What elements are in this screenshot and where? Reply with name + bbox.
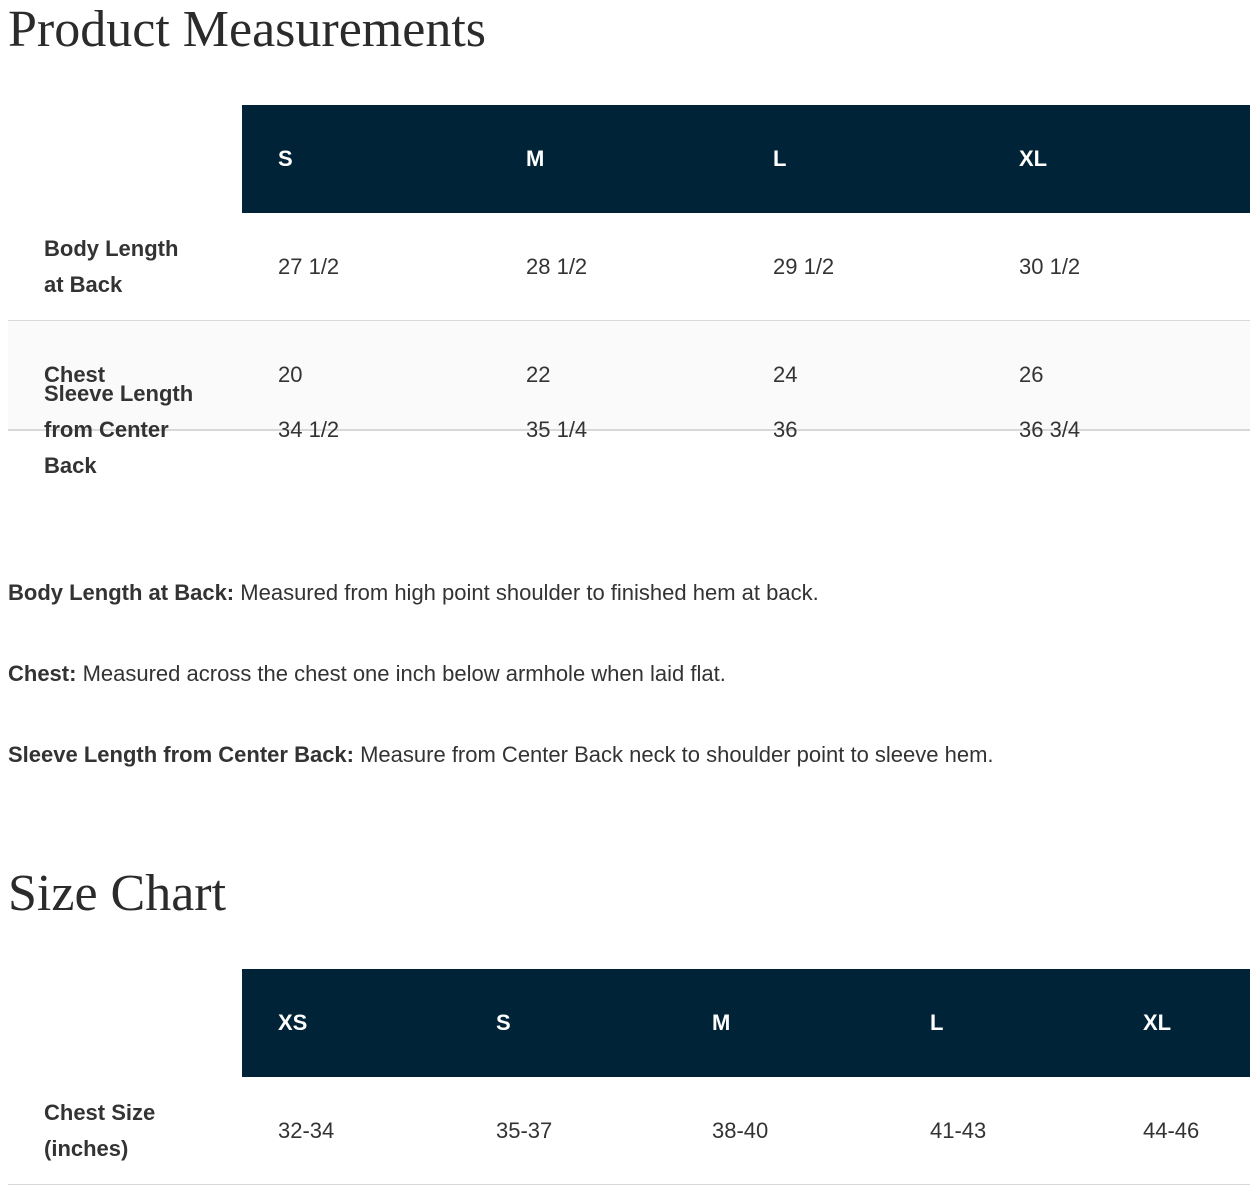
note-text: Measured across the chest one inch below… — [82, 661, 726, 686]
header-row: XS S M L XL — [242, 969, 1250, 1077]
section-title: Product Measurements — [8, 1, 487, 58]
row-label-text: Body Length at Back — [44, 235, 179, 297]
row-label: Chest — [8, 321, 242, 429]
header-cell: M — [526, 146, 545, 171]
header-cell: XL — [1019, 146, 1048, 171]
note: Sleeve Length from Center Back: Measure … — [8, 740, 994, 770]
section-title: Size Chart — [8, 865, 227, 922]
data-cell: 26 — [1019, 362, 1044, 387]
data-row: Body Length at Back 27 1/2 28 1/2 29 1/2 30 … — [8, 213, 1250, 321]
data-row: Sleeve Length from Center Back 34 1/2 35 1… — [8, 381, 1250, 478]
header-cell: L — [773, 146, 787, 171]
note-term: Chest: — [8, 661, 77, 686]
header-cell: XL — [1143, 1010, 1172, 1035]
data-cell: 24 — [773, 362, 798, 387]
data-cell: 29 1/2 — [773, 253, 835, 279]
data-row: Chest Size (inches) 32-34 35-37 38-40 41-43 4… — [8, 1077, 1250, 1185]
data-cell: 44-46 — [1143, 1117, 1200, 1143]
header-cell: L — [930, 1010, 944, 1035]
note-term: Body Length at Back: — [8, 580, 235, 605]
row-label-text: Sleeve Length from Center Back — [44, 381, 194, 478]
data-cell: 32-34 — [278, 1117, 335, 1143]
header-row: S M L XL — [242, 105, 1250, 213]
note: Body Length at Back: Measured from high … — [8, 578, 819, 608]
data-cell: 22 — [526, 362, 551, 387]
header-cell: M — [712, 1010, 731, 1035]
header-cell: S — [496, 1010, 511, 1035]
data-cell: 27 1/2 — [278, 253, 340, 279]
data-cell: 35-37 — [496, 1117, 553, 1143]
note-term: Sleeve Length from Center Back: — [8, 742, 354, 767]
row-label-text: Chest — [44, 362, 106, 387]
data-cell: 41-43 — [930, 1117, 987, 1143]
data-cell: 30 1/2 — [1019, 253, 1081, 279]
data-cell: 28 1/2 — [526, 253, 588, 279]
header-cell: S — [278, 146, 293, 171]
row-label: Body Length at Back — [8, 213, 242, 320]
row-label-text: Chest Size (inches) — [44, 1099, 156, 1161]
data-cell: 38-40 — [712, 1117, 769, 1143]
data-cell: 20 — [278, 362, 303, 387]
data-row: Chest 20 22 24 26 — [8, 321, 1250, 430]
note-text: Measure from Center Back neck to shoulde… — [360, 742, 994, 767]
note-text: Measured from high point shoulder to fin… — [240, 580, 819, 605]
row-label: Chest Size (inches) — [8, 1077, 242, 1184]
note: Chest: Measured across the chest one inc… — [8, 659, 726, 689]
header-cell: XS — [278, 1010, 308, 1035]
